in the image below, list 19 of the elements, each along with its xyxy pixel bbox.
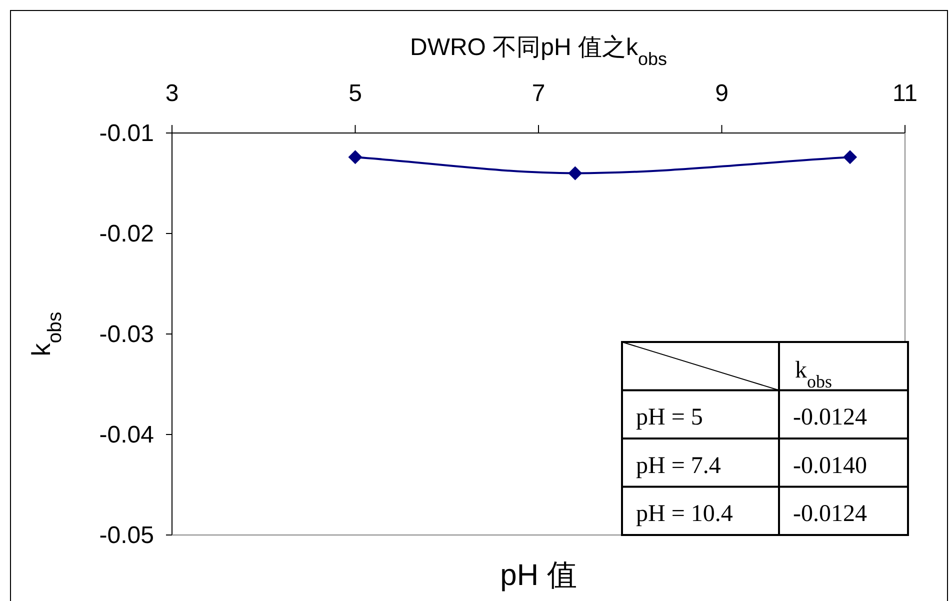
- annotation: -0.0124: [793, 501, 867, 527]
- annotation: pH = 5: [636, 404, 703, 430]
- annotation: -0.0124: [793, 404, 867, 430]
- x-tick-label: 9: [715, 80, 728, 107]
- chart-title: DWRO 不同pH 值之k$_{obs}$: [410, 34, 668, 69]
- x-axis-title: pH 值: [500, 559, 577, 592]
- y-tick-label: -0.01: [99, 120, 154, 147]
- annotation: k$_{obs}$: [795, 357, 832, 392]
- annotation: pH = 10.4: [636, 501, 733, 527]
- x-tick-label: 11: [892, 80, 918, 107]
- y-tick-label: -0.02: [99, 220, 154, 248]
- y-tick-label: -0.04: [99, 422, 154, 448]
- y-tick-label: -0.03: [99, 321, 154, 348]
- annotation: pH = 7.4: [636, 452, 721, 479]
- annotation: -0.0140: [793, 452, 867, 479]
- x-tick-label: 5: [348, 80, 362, 107]
- x-tick-label: 7: [532, 80, 546, 107]
- x-tick-label: 3: [165, 80, 179, 107]
- y-tick-label: -0.05: [99, 522, 154, 549]
